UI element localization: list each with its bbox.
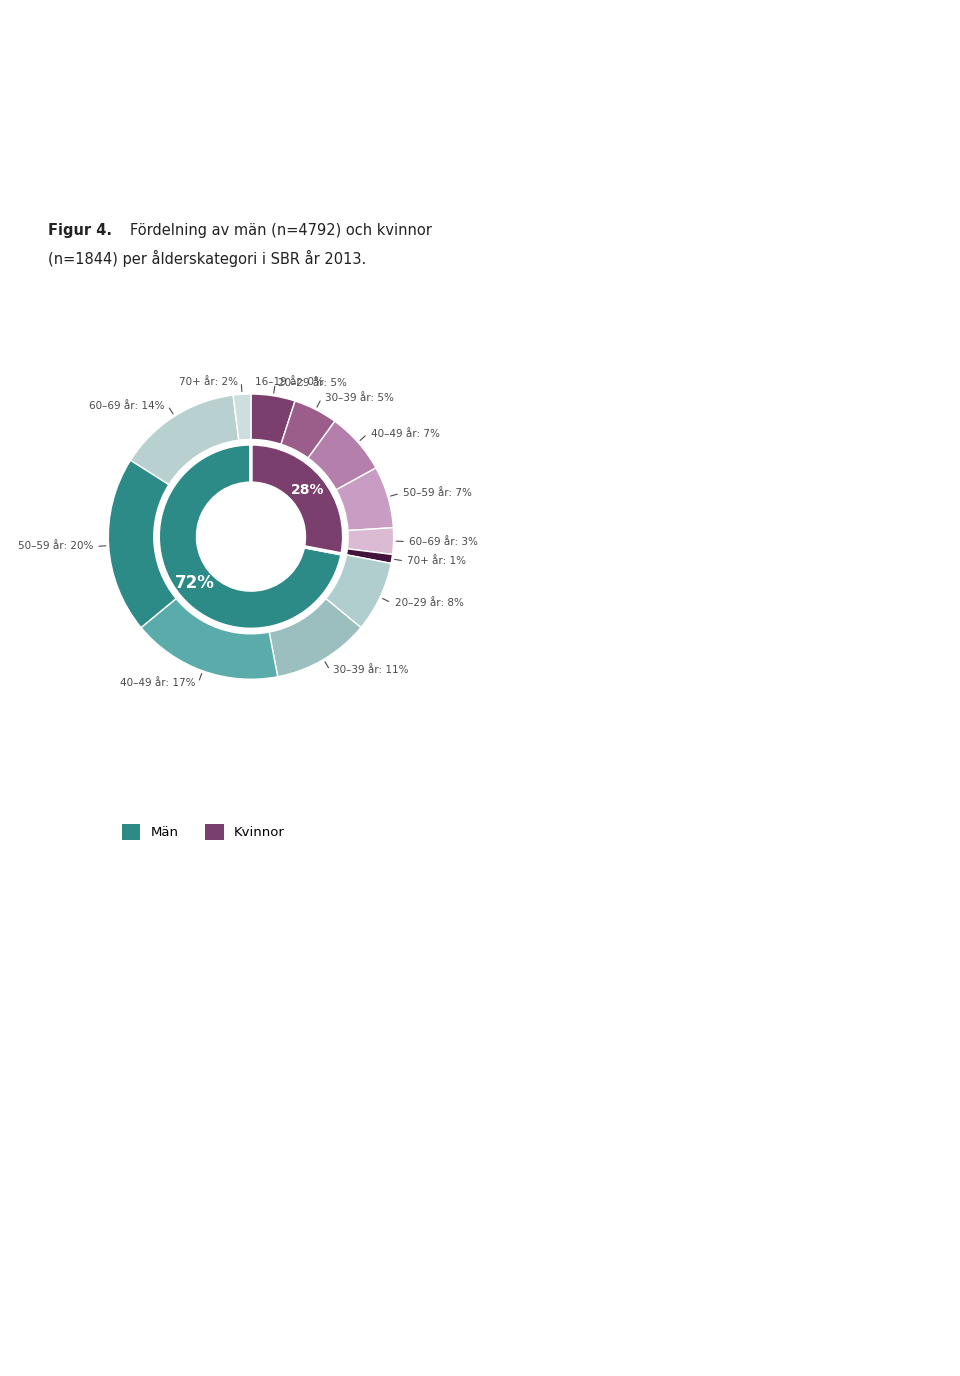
Text: 60–69 år: 3%: 60–69 år: 3% bbox=[409, 537, 478, 546]
Text: 30–39 år: 11%: 30–39 år: 11% bbox=[333, 665, 409, 676]
Wedge shape bbox=[233, 394, 251, 440]
Wedge shape bbox=[251, 444, 344, 555]
Wedge shape bbox=[348, 527, 394, 555]
Text: 20–29 år: 8%: 20–29 år: 8% bbox=[395, 597, 464, 608]
Text: 28%: 28% bbox=[291, 483, 324, 497]
Text: 50–59 år: 20%: 50–59 år: 20% bbox=[17, 541, 93, 552]
Circle shape bbox=[198, 483, 304, 590]
Text: 20–29 år: 5%: 20–29 år: 5% bbox=[278, 378, 348, 388]
Wedge shape bbox=[325, 555, 391, 627]
Wedge shape bbox=[141, 599, 277, 680]
Text: 70+ år: 2%: 70+ år: 2% bbox=[179, 377, 238, 387]
Text: 16–19 år: 0%: 16–19 år: 0% bbox=[254, 377, 324, 387]
Wedge shape bbox=[251, 394, 295, 444]
Text: 40–49 år: 7%: 40–49 år: 7% bbox=[371, 429, 440, 439]
Text: 60–69 år: 14%: 60–69 år: 14% bbox=[89, 400, 165, 410]
Wedge shape bbox=[308, 421, 376, 490]
Wedge shape bbox=[336, 468, 394, 531]
Text: 72%: 72% bbox=[175, 574, 215, 592]
Text: 50–59 år: 7%: 50–59 år: 7% bbox=[403, 488, 472, 498]
Wedge shape bbox=[347, 549, 393, 563]
Text: 30–39 år: 5%: 30–39 år: 5% bbox=[324, 394, 394, 403]
Wedge shape bbox=[269, 599, 361, 677]
Legend: Män, Kvinnor: Män, Kvinnor bbox=[122, 824, 285, 839]
Text: Figur 4.: Figur 4. bbox=[48, 223, 112, 238]
Text: (n=1844) per ålderskategori i SBR år 2013.: (n=1844) per ålderskategori i SBR år 201… bbox=[48, 250, 367, 267]
Wedge shape bbox=[281, 400, 335, 458]
Wedge shape bbox=[108, 460, 176, 627]
Text: 40–49 år: 17%: 40–49 år: 17% bbox=[120, 677, 195, 688]
Text: 70+ år: 1%: 70+ år: 1% bbox=[407, 556, 467, 566]
Wedge shape bbox=[131, 395, 239, 484]
Wedge shape bbox=[158, 444, 342, 629]
Text: Fördelning av män (n=4792) och kvinnor: Fördelning av män (n=4792) och kvinnor bbox=[130, 223, 431, 238]
